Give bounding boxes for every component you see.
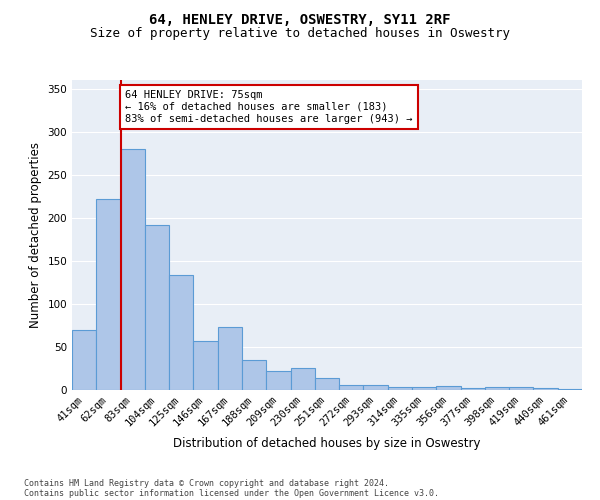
- Bar: [485, 386, 509, 390]
- Bar: [533, 388, 558, 390]
- Bar: [388, 388, 412, 390]
- Bar: [193, 341, 218, 390]
- Bar: [558, 389, 582, 390]
- Bar: [509, 386, 533, 390]
- Bar: [218, 327, 242, 390]
- Bar: [266, 371, 290, 390]
- Text: Size of property relative to detached houses in Oswestry: Size of property relative to detached ho…: [90, 28, 510, 40]
- Bar: [412, 386, 436, 390]
- Bar: [290, 368, 315, 390]
- Y-axis label: Number of detached properties: Number of detached properties: [29, 142, 42, 328]
- Bar: [339, 385, 364, 390]
- Text: 64 HENLEY DRIVE: 75sqm
← 16% of detached houses are smaller (183)
83% of semi-de: 64 HENLEY DRIVE: 75sqm ← 16% of detached…: [125, 90, 413, 124]
- Text: Contains public sector information licensed under the Open Government Licence v3: Contains public sector information licen…: [24, 488, 439, 498]
- Bar: [72, 330, 96, 390]
- Bar: [96, 199, 121, 390]
- Bar: [169, 276, 193, 390]
- Bar: [461, 388, 485, 390]
- Text: Contains HM Land Registry data © Crown copyright and database right 2024.: Contains HM Land Registry data © Crown c…: [24, 478, 389, 488]
- Text: 64, HENLEY DRIVE, OSWESTRY, SY11 2RF: 64, HENLEY DRIVE, OSWESTRY, SY11 2RF: [149, 12, 451, 26]
- Bar: [364, 385, 388, 390]
- Bar: [121, 149, 145, 390]
- Bar: [145, 224, 169, 390]
- Bar: [242, 360, 266, 390]
- Bar: [436, 386, 461, 390]
- Bar: [315, 378, 339, 390]
- X-axis label: Distribution of detached houses by size in Oswestry: Distribution of detached houses by size …: [173, 437, 481, 450]
